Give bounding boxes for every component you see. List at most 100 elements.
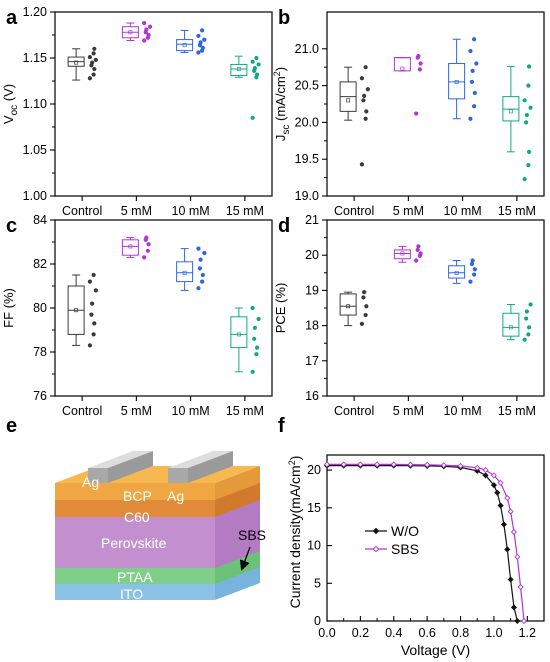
data-point: [364, 109, 369, 114]
y-tick-label: 0: [314, 614, 321, 628]
y-tick-label: 78: [33, 345, 47, 359]
data-point: [474, 61, 479, 66]
data-point: [256, 316, 261, 322]
data-point: [146, 32, 151, 38]
data-point: [415, 247, 420, 253]
box-iqr: [176, 39, 194, 52]
data-point: [365, 87, 370, 92]
box-mean-marker: [182, 43, 187, 48]
data-point: [526, 64, 532, 69]
y-tick-label: 19.0: [295, 189, 319, 203]
data-point: [414, 258, 419, 263]
bcp-layer-front: [55, 483, 215, 500]
chart-voc: 1.00 1.05 1.10 1.15 1.20 Voc (V) Control 5 mM 10…: [1, 5, 273, 218]
x-category-label: 5 mM: [393, 404, 424, 418]
y-tick-label: 21.0: [295, 42, 319, 56]
y-axis-label: Current density(mA/cm2): [287, 456, 303, 609]
x-category-label: 10 mM: [444, 404, 482, 418]
y-axis-label-main: Current density(mA/cm: [287, 465, 303, 608]
data-point: [416, 54, 421, 59]
box-mean-marker: [454, 79, 459, 84]
y-tick-label: 21: [305, 213, 319, 227]
data-point: [526, 162, 531, 168]
data-point: [93, 57, 98, 62]
y-tick-label: 18: [305, 319, 319, 333]
data-point: [202, 37, 207, 42]
box-mean-marker: [128, 244, 133, 249]
data-point: [528, 302, 533, 307]
data-point: [524, 309, 529, 314]
data-point: [469, 79, 475, 85]
x-tick-label: 0.6: [418, 626, 435, 640]
label-ag-left: Ag: [82, 474, 99, 490]
box-iqr: [502, 312, 520, 337]
data-point: [142, 255, 147, 260]
box-iqr: [121, 239, 139, 256]
data-point: [196, 246, 201, 251]
device-schematic: Ag BCP Ag C60 Perovskite SBS PTAA ITO: [55, 451, 266, 602]
data-point: [200, 28, 205, 33]
series-marker: [490, 472, 497, 479]
series-marker: [500, 521, 507, 528]
data-point: [361, 295, 366, 300]
data-point: [202, 250, 207, 256]
data-point: [522, 176, 527, 182]
data-point: [196, 286, 201, 291]
chart-ff: 76 78 80 82 84 FF (%) Control 5 mM 10 mM 15 mM: [1, 213, 273, 418]
data-point: [198, 257, 203, 262]
box-mean-marker: [74, 308, 79, 313]
box-mean-marker: [128, 30, 133, 35]
y-axis-label: FF (%): [1, 288, 16, 328]
series-marker: [482, 472, 489, 479]
y-tick-label: 16: [305, 389, 319, 403]
legend-marker: [372, 527, 380, 535]
x-tick-label: 0.8: [452, 626, 469, 640]
panel-letter-b: b: [278, 7, 290, 29]
data-point: [522, 98, 527, 103]
data-point: [528, 105, 533, 110]
data-point: [472, 272, 477, 277]
data-point: [256, 62, 261, 67]
box-mean-marker: [236, 332, 241, 337]
data-point: [142, 38, 147, 43]
data-point: [469, 261, 475, 267]
data-point: [250, 115, 255, 120]
series-marker: [517, 584, 524, 591]
box-iqr: [230, 63, 248, 76]
bcp-layer-side: [215, 466, 260, 500]
y-axis-label-main: FF (%): [1, 288, 16, 328]
series-marker: [514, 553, 521, 560]
c60-layer-side: [215, 481, 260, 517]
ito-layer-side: [215, 565, 260, 600]
data-point: [92, 46, 97, 51]
y-tick-label: 84: [33, 213, 47, 227]
x-category-label: Control: [334, 404, 374, 418]
series-marker: [514, 617, 521, 625]
data-point: [524, 316, 529, 321]
y-tick-label: 20.0: [295, 115, 319, 129]
data-point: [250, 59, 255, 64]
data-point: [147, 24, 153, 29]
panel-letter-a: a: [6, 7, 18, 29]
data-point: [524, 112, 529, 118]
x-tick-label: 1.2: [519, 626, 536, 640]
x-category-label: Control: [62, 204, 102, 218]
series-marker: [504, 494, 511, 502]
data-point: [254, 72, 260, 77]
data-point: [90, 301, 95, 306]
y-axis-label-end: ): [273, 67, 288, 71]
data-point: [200, 279, 205, 284]
data-point: [416, 244, 421, 249]
x-category-label: 5 mM: [121, 204, 152, 218]
data-point: [363, 116, 368, 121]
x-category-label: 10 mM: [444, 204, 482, 218]
y-tick-label: 20: [307, 463, 321, 477]
y-axis-label-end: ): [287, 456, 303, 461]
data-point: [362, 290, 367, 295]
y-tick-label: 10: [307, 539, 321, 553]
panel-letter-e: e: [6, 415, 17, 437]
label-ag-right: Ag: [167, 488, 184, 504]
y-axis-label-sup: 2: [272, 71, 282, 76]
plot-frame: [326, 219, 545, 397]
data-point: [472, 104, 477, 109]
